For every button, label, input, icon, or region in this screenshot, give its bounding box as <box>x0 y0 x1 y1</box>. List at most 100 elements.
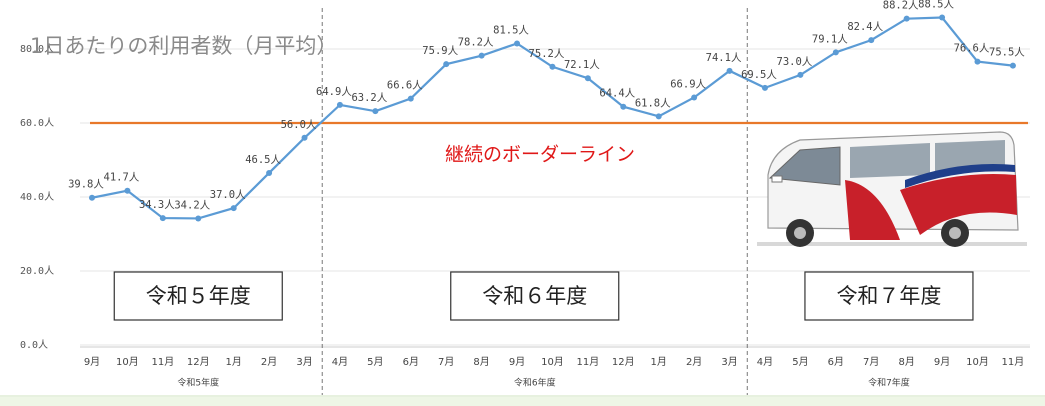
data-label: 69.5人 <box>741 69 777 81</box>
data-point <box>514 40 521 47</box>
x-tick-label: 1月 <box>651 356 667 368</box>
data-point <box>939 14 946 21</box>
x-tick-label: 4月 <box>332 356 348 368</box>
data-point <box>195 215 202 222</box>
x-tick-label: 9月 <box>934 356 950 368</box>
data-point <box>266 169 273 176</box>
x-tick-label: 7月 <box>438 356 454 368</box>
x-tick-label: 2月 <box>261 356 277 368</box>
y-tick-label: 80.0人 <box>20 43 54 55</box>
x-tick-label: 6月 <box>828 356 844 368</box>
period-banner: 令和５年度 <box>146 284 251 308</box>
data-point <box>691 94 698 101</box>
data-point <box>620 103 627 110</box>
data-point <box>655 113 662 120</box>
data-point <box>974 58 981 65</box>
data-point <box>372 108 379 115</box>
data-label: 61.8人 <box>635 97 671 109</box>
group-label: 令和5年度 <box>177 377 219 389</box>
data-label: 34.2人 <box>174 199 210 211</box>
data-point <box>124 187 131 194</box>
footer-strip <box>0 397 1045 406</box>
data-label: 66.9人 <box>670 78 706 90</box>
van-illustration <box>757 131 1027 247</box>
data-point <box>797 71 804 78</box>
x-tick-label: 8月 <box>473 356 489 368</box>
x-tick-label: 11月 <box>151 356 174 368</box>
x-tick-label: 12月 <box>612 356 635 368</box>
period-banner: 令和６年度 <box>482 284 587 308</box>
data-point <box>336 101 343 108</box>
data-label: 37.0人 <box>210 189 246 201</box>
x-tick-label: 5月 <box>792 356 808 368</box>
x-tick-label: 1月 <box>225 356 241 368</box>
data-point <box>159 215 166 222</box>
chart-title: 1日あたりの利用者数（月平均） <box>30 34 337 58</box>
x-tick-label: 10月 <box>966 356 989 368</box>
data-label: 72.1人 <box>564 59 600 71</box>
group-label: 令和6年度 <box>514 377 556 389</box>
x-tick-label: 7月 <box>863 356 879 368</box>
data-label: 64.9人 <box>316 86 352 98</box>
x-tick-label: 9月 <box>509 356 525 368</box>
data-label: 76.6人 <box>954 43 990 55</box>
data-point <box>868 37 875 44</box>
data-label: 66.6人 <box>387 80 423 92</box>
x-tick-label: 4月 <box>757 356 773 368</box>
x-tick-label: 6月 <box>403 356 419 368</box>
period-box <box>450 271 620 321</box>
data-label: 88.5人 <box>918 0 954 11</box>
data-label: 73.0人 <box>777 56 813 68</box>
x-tick-label: 8月 <box>898 356 914 368</box>
data-point <box>478 52 485 59</box>
data-label: 82.4人 <box>847 21 883 33</box>
data-point <box>903 15 910 22</box>
x-tick-label: 10月 <box>116 356 139 368</box>
data-point <box>230 205 237 212</box>
x-tick-label: 12月 <box>187 356 210 368</box>
data-point <box>443 61 450 68</box>
data-point <box>407 95 414 102</box>
data-point <box>726 67 733 74</box>
data-label: 79.1人 <box>812 33 848 45</box>
period-box <box>113 271 283 321</box>
data-point <box>832 49 839 56</box>
period-banner: 令和７年度 <box>836 284 941 308</box>
x-tick-label: 11月 <box>577 356 600 368</box>
data-label: 74.1人 <box>706 52 742 64</box>
data-point <box>549 63 556 70</box>
data-label: 81.5人 <box>493 24 529 36</box>
x-tick-label: 3月 <box>721 356 737 368</box>
y-tick-label: 60.0人 <box>20 117 54 129</box>
x-tick-label: 10月 <box>541 356 564 368</box>
data-label: 75.2人 <box>529 48 565 60</box>
x-tick-label: 3月 <box>296 356 312 368</box>
data-label: 46.5人 <box>245 154 281 166</box>
data-point <box>301 134 308 141</box>
data-label: 75.5人 <box>989 47 1025 59</box>
y-tick-label: 0.0人 <box>20 339 48 351</box>
data-label: 78.2人 <box>458 37 494 49</box>
data-label: 39.8人 <box>68 179 104 191</box>
x-tick-label: 9月 <box>84 356 100 368</box>
data-label: 63.2人 <box>351 92 387 104</box>
x-tick-label: 11月 <box>1002 356 1025 368</box>
y-tick-label: 40.0人 <box>20 191 54 203</box>
x-tick-label: 5月 <box>367 356 383 368</box>
data-point <box>1009 62 1016 69</box>
y-tick-label: 20.0人 <box>20 265 54 277</box>
data-point <box>761 84 768 91</box>
data-label: 41.7人 <box>104 172 140 184</box>
x-tick-label: 2月 <box>686 356 702 368</box>
period-box <box>804 271 974 321</box>
data-label: 88.2人 <box>883 0 919 12</box>
group-label: 令和7年度 <box>868 377 910 389</box>
data-label: 64.4人 <box>599 88 635 100</box>
data-point <box>89 194 95 201</box>
data-label: 75.9人 <box>422 45 458 57</box>
data-label: 56.0人 <box>281 119 317 131</box>
data-label: 34.3人 <box>139 199 175 211</box>
data-point <box>584 75 591 82</box>
reference-label: 継続のボーダーライン <box>445 144 635 166</box>
